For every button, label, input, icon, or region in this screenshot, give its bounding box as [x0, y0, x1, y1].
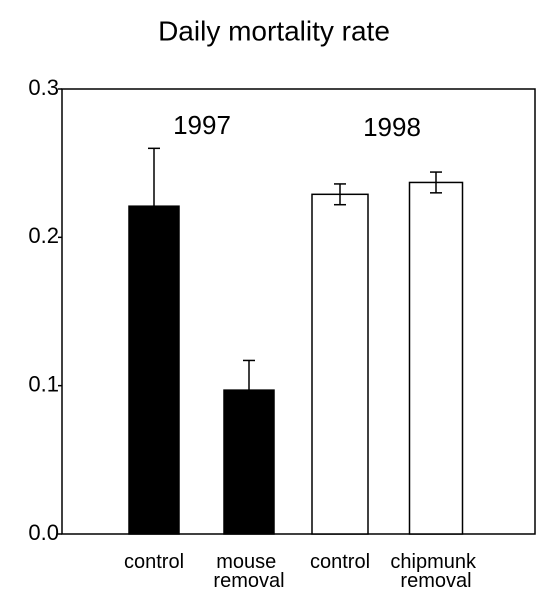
- error-bar: [243, 359, 255, 421]
- chart-title: Daily mortality rate: [158, 15, 390, 46]
- plot-frame: [61, 88, 536, 535]
- x-tick-label: mouse removal: [213, 551, 284, 592]
- y-tick-label: 0.3: [28, 75, 59, 100]
- x-tick-label: chipmunk removal: [390, 551, 481, 592]
- x-tick-label: control: [124, 551, 184, 573]
- error-bar: [430, 171, 442, 194]
- annotation: 1997: [173, 110, 231, 140]
- annotation: 1998: [363, 112, 421, 142]
- y-tick-label: 0.1: [28, 371, 59, 396]
- bar: [311, 193, 369, 535]
- y-tick-label: 0.0: [28, 520, 59, 545]
- error-bar: [148, 147, 160, 265]
- bar: [408, 181, 464, 535]
- y-tick-label: 0.2: [28, 223, 59, 248]
- x-tick-label: control: [310, 551, 370, 573]
- error-bar: [334, 183, 346, 206]
